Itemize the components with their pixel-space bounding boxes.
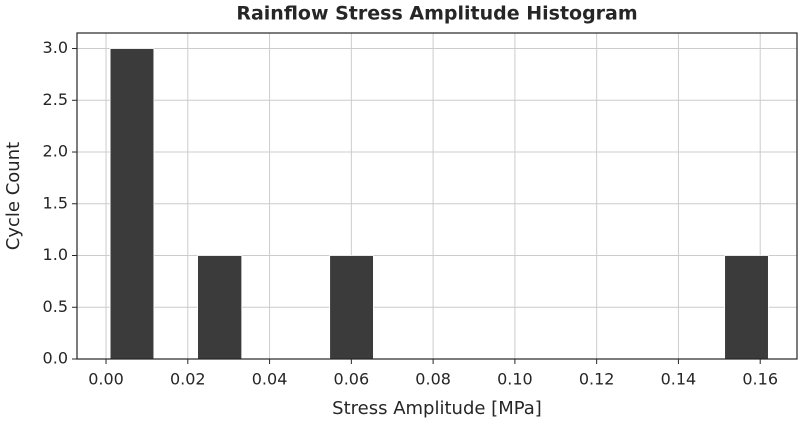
y-axis-label: Cycle Count bbox=[3, 142, 24, 250]
x-tick-label: 0.02 bbox=[170, 370, 206, 389]
bar bbox=[329, 255, 374, 360]
chart-title: Rainflow Stress Amplitude Histogram bbox=[236, 3, 637, 25]
x-tick-label: 0.06 bbox=[334, 370, 370, 389]
bar bbox=[109, 48, 155, 360]
y-tick-label: 0.5 bbox=[43, 297, 68, 316]
x-tick-label: 0.08 bbox=[415, 370, 451, 389]
bar bbox=[724, 255, 769, 360]
x-tick-label: 0.12 bbox=[579, 370, 615, 389]
y-tick-label: 1.0 bbox=[43, 245, 68, 264]
bars bbox=[109, 48, 769, 360]
y-tick-label: 2.0 bbox=[43, 142, 68, 161]
y-tick-label: 1.5 bbox=[43, 193, 68, 212]
y-tick-label: 3.0 bbox=[43, 38, 68, 57]
x-tick-label: 0.10 bbox=[497, 370, 533, 389]
x-tick-label: 0.16 bbox=[742, 370, 778, 389]
x-tick-label: 0.04 bbox=[252, 370, 288, 389]
x-tick-label: 0.00 bbox=[88, 370, 124, 389]
y-tick-label: 0.0 bbox=[43, 349, 68, 368]
plot-frame bbox=[76, 32, 798, 360]
x-tick-label: 0.14 bbox=[661, 370, 697, 389]
y-tick-label: 2.5 bbox=[43, 90, 68, 109]
bar bbox=[197, 255, 243, 360]
x-axis-label: Stress Amplitude [MPa] bbox=[332, 398, 542, 419]
grid bbox=[77, 33, 797, 360]
